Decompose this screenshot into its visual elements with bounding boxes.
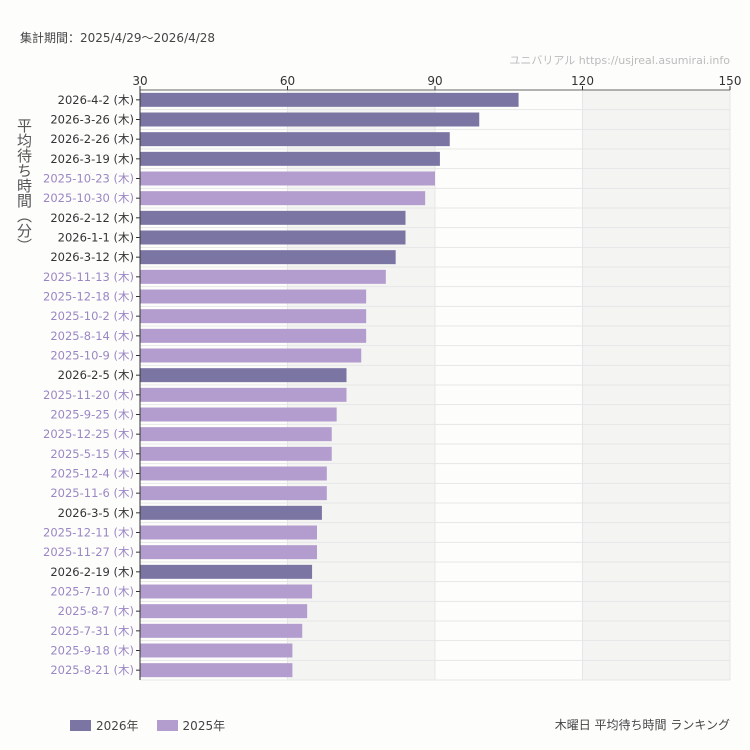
- y-tick-label: 2025-11-27 (木): [43, 545, 134, 559]
- x-tick-label: 120: [571, 74, 594, 88]
- bar: [140, 446, 332, 461]
- y-tick-label: 2026-2-5 (木): [58, 368, 134, 382]
- y-tick-label: 2025-7-10 (木): [50, 585, 134, 599]
- y-tick-label: 2025-10-23 (木): [43, 172, 134, 186]
- y-tick-label: 2025-11-6 (木): [50, 486, 134, 500]
- y-tick-label: 2025-10-30 (木): [43, 191, 134, 205]
- y-tick-label: 2025-12-4 (木): [50, 467, 134, 481]
- legend-swatch: [156, 720, 178, 731]
- bar: [140, 309, 367, 324]
- x-tick-label: 150: [719, 74, 742, 88]
- chart-title: 木曜日 平均待ち時間 ランキング: [554, 718, 730, 732]
- x-tick-label: 90: [427, 74, 442, 88]
- bar: [140, 250, 396, 265]
- bar: [140, 387, 347, 402]
- bar: [140, 368, 347, 383]
- legend-label: 2026年: [96, 719, 139, 733]
- bar: [140, 328, 367, 343]
- y-tick-label: 2026-3-19 (木): [50, 152, 134, 166]
- y-tick-label: 2025-10-2 (木): [50, 309, 134, 323]
- y-tick-label: 2025-5-15 (木): [50, 447, 134, 461]
- bar: [140, 230, 406, 245]
- legend-item-2025[interactable]: 2025年: [156, 717, 226, 734]
- bar: [140, 92, 519, 107]
- bar: [140, 525, 317, 540]
- y-tick-label: 2026-3-26 (木): [50, 113, 134, 127]
- y-tick-label: 2025-8-21 (木): [50, 663, 134, 677]
- y-axis-label: 平均待ち時間（分）: [15, 118, 33, 253]
- legend: 2026年 2025年: [70, 717, 225, 734]
- x-tick-label: 60: [280, 74, 295, 88]
- bar: [140, 604, 308, 619]
- bar: [140, 210, 406, 225]
- bar: [140, 151, 440, 166]
- x-tick-label: 30: [132, 74, 147, 88]
- legend-item-2026[interactable]: 2026年: [70, 717, 139, 734]
- bar: [140, 564, 313, 579]
- bar: [140, 643, 293, 658]
- bar: [140, 171, 435, 186]
- y-tick-label: 2026-4-2 (木): [58, 93, 134, 107]
- y-tick-label: 2025-7-31 (木): [50, 624, 134, 638]
- period-label: 集計期間：2025/4/29〜2026/4/28: [20, 31, 216, 45]
- y-tick-label: 2026-2-19 (木): [50, 565, 134, 579]
- y-tick-label: 2025-8-14 (木): [50, 329, 134, 343]
- bar: [140, 623, 303, 638]
- y-tick-label: 2025-11-20 (木): [43, 388, 134, 402]
- y-tick-label: 2025-12-18 (木): [43, 290, 134, 304]
- bar: [140, 269, 386, 284]
- y-tick-label: 2025-9-25 (木): [50, 408, 134, 422]
- bar: [140, 505, 322, 520]
- bar: [140, 427, 332, 442]
- bar: [140, 289, 367, 304]
- bar: [140, 348, 362, 363]
- bar: [140, 191, 426, 206]
- bar: [140, 466, 327, 481]
- bar: [140, 112, 480, 127]
- bar: [140, 584, 313, 599]
- bar: [140, 545, 317, 560]
- y-tick-label: 2025-9-18 (木): [50, 644, 134, 658]
- y-tick-label: 2026-3-12 (木): [50, 250, 134, 264]
- bar: [140, 132, 450, 147]
- y-tick-label: 2025-12-25 (木): [43, 427, 134, 441]
- y-tick-label: 2025-12-11 (木): [43, 526, 134, 540]
- y-tick-label: 2026-2-26 (木): [50, 132, 134, 146]
- legend-swatch: [70, 720, 91, 731]
- y-tick-label: 2025-8-7 (木): [58, 604, 134, 618]
- y-tick-label: 2025-11-13 (木): [43, 270, 134, 284]
- bar: [140, 407, 337, 422]
- y-tick-label: 2026-3-5 (木): [58, 506, 134, 520]
- bar: [140, 486, 327, 501]
- y-tick-label: 2026-2-12 (木): [50, 211, 134, 225]
- site-credit[interactable]: ユニバリアル https://usjreal.asumirai.info: [509, 54, 730, 67]
- y-tick-label: 2025-10-9 (木): [50, 349, 134, 363]
- bar: [140, 663, 293, 678]
- legend-label: 2025年: [182, 719, 226, 733]
- y-tick-label: 2026-1-1 (木): [58, 231, 134, 245]
